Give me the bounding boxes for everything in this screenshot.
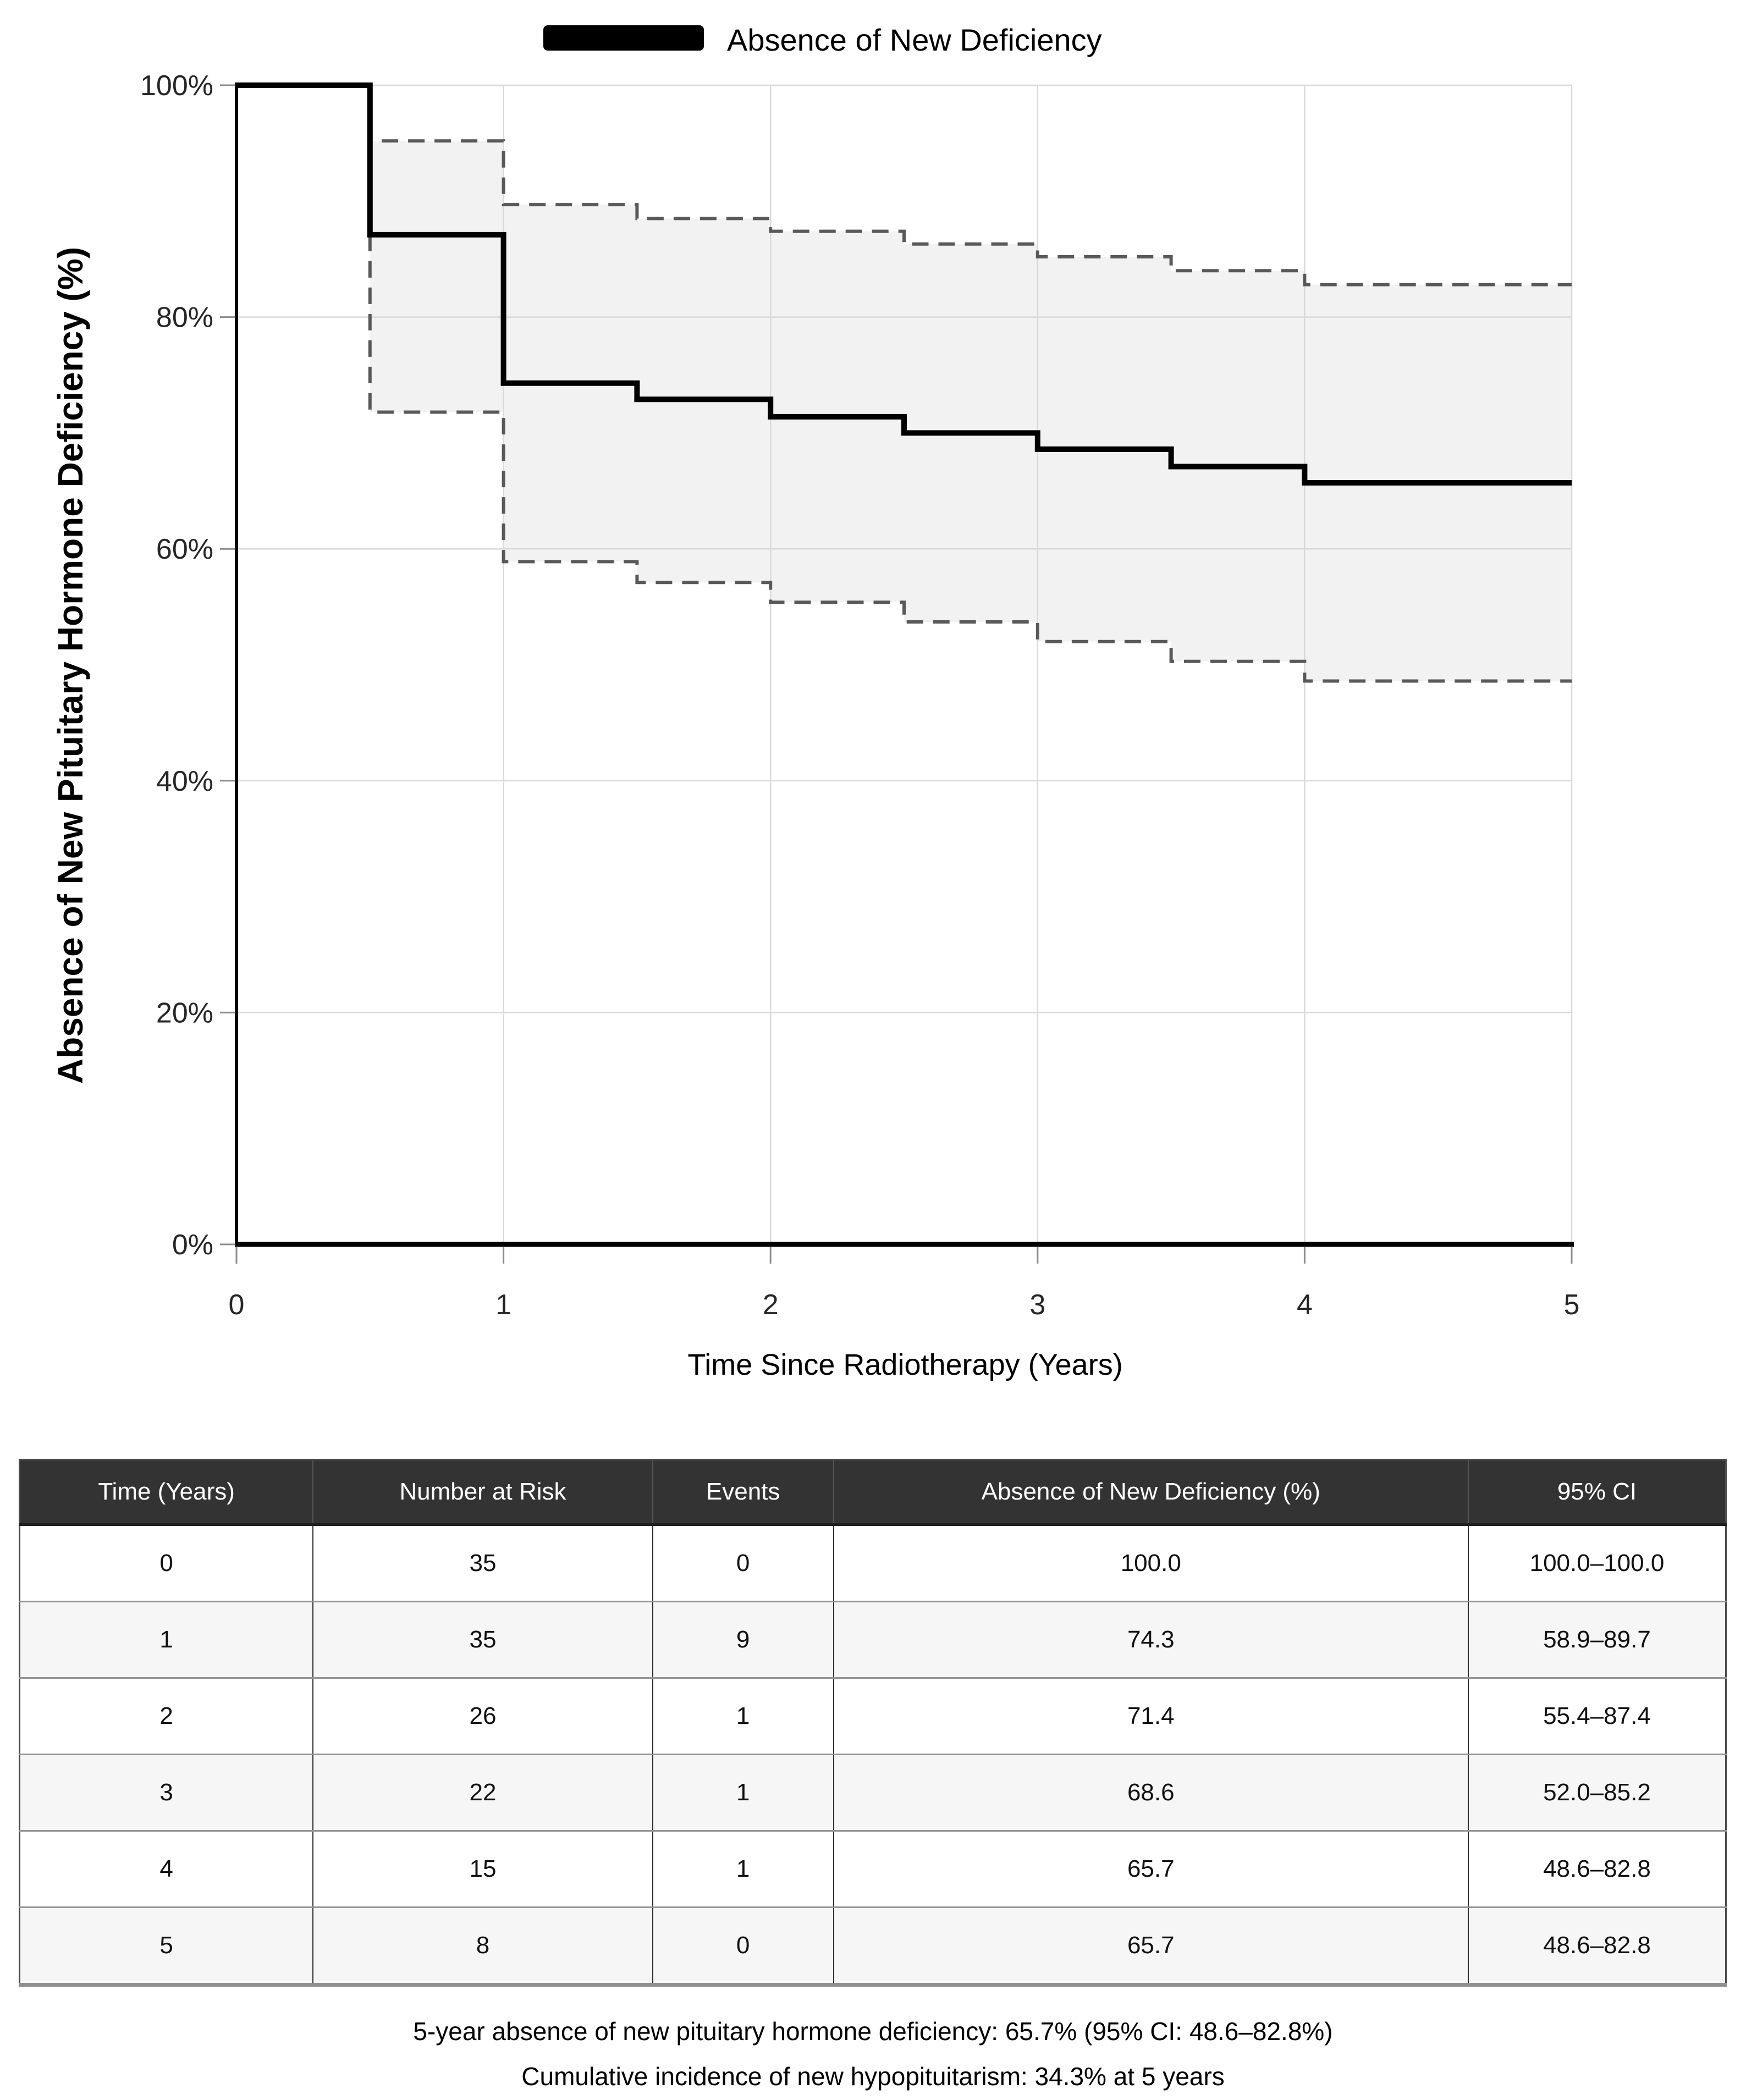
- table-header-cell: 95% CI: [1467, 1459, 1726, 1526]
- x-tick-label: 5: [1564, 1289, 1580, 1321]
- table-cell: 71.4: [833, 1677, 1468, 1755]
- km-chart: 100% 80% 60% 40% 20% 0% 0 1 2 3 4 5 Absence of New…: [51, 23, 1580, 1381]
- table-cell: 0: [19, 1524, 313, 1602]
- y-tick-label: 60%: [156, 533, 213, 565]
- table-cell: 15: [312, 1830, 653, 1908]
- table-cell: 9: [652, 1601, 834, 1678]
- x-tick-label: 4: [1297, 1289, 1313, 1321]
- table-cell: 35: [312, 1524, 653, 1602]
- table-cell: 74.3: [833, 1601, 1468, 1678]
- x-tick-labels: 0 1 2 3 4 5: [229, 1289, 1580, 1321]
- footnote-line-2: Cumulative incidence of new hypopituitar…: [521, 2062, 1225, 2091]
- table-cell: 4: [19, 1830, 313, 1908]
- y-tick-labels: 100% 80% 60% 40% 20% 0%: [140, 70, 213, 1261]
- table-cell: 100.0–100.0: [1467, 1524, 1726, 1602]
- footnotes: 5-year absence of new pituitary hormone …: [0, 2014, 1746, 2100]
- table-cell: 65.7: [833, 1830, 1468, 1908]
- legend-label: Absence of New Deficiency: [727, 23, 1102, 57]
- horizontal-gridlines: [236, 84, 1572, 1013]
- table-cell: 1: [652, 1754, 834, 1831]
- table-cell: 2: [19, 1677, 313, 1755]
- table-cell: 52.0–85.2: [1467, 1754, 1726, 1831]
- ci-lower-line: [368, 234, 1572, 683]
- table-cell: 3: [19, 1754, 313, 1831]
- x-tick-label: 3: [1029, 1289, 1045, 1321]
- legend: Absence of New Deficiency: [543, 23, 1102, 57]
- table-header-cell: Number at Risk: [312, 1459, 653, 1526]
- x-tick-label: 1: [495, 1289, 511, 1321]
- risk-table: Time (Years) Number at Risk Events Absence …: [19, 1459, 1727, 1987]
- table-row: 5 8 0 65.7 48.6–82.8: [19, 1906, 1726, 1985]
- risk-table-section: Time (Years) Number at Risk Events Absence …: [19, 1459, 1727, 1987]
- table-cell: 58.9–89.7: [1467, 1601, 1726, 1678]
- x-axis-title: Time Since Radiotherapy (Years): [687, 1348, 1122, 1381]
- table-row: 1 35 9 74.3 58.9–89.7: [19, 1601, 1726, 1678]
- table-cell: 8: [312, 1906, 653, 1985]
- x-tick-label: 0: [229, 1289, 245, 1321]
- ci-band: [370, 141, 1572, 681]
- footnote-line-1: 5-year absence of new pituitary hormone …: [413, 2017, 1333, 2046]
- table-cell: 35: [312, 1601, 653, 1678]
- km-step-curve: [236, 82, 1572, 486]
- table-cell: 5: [19, 1906, 313, 1985]
- y-tick-label: 40%: [156, 765, 213, 797]
- table-header-cell: Events: [652, 1459, 834, 1526]
- table-row: 4 15 1 65.7 48.6–82.8: [19, 1830, 1726, 1908]
- x-tick-marks: [235, 1247, 1573, 1264]
- y-tick-label: 0%: [172, 1229, 213, 1261]
- ci-upper-line: [368, 139, 1572, 286]
- table-cell: 0: [652, 1524, 834, 1602]
- y-tick-label: 20%: [156, 997, 213, 1029]
- y-tick-label: 80%: [156, 302, 213, 334]
- table-cell: 65.7: [833, 1906, 1468, 1985]
- table-row: 2 26 1 71.4 55.4–87.4: [19, 1677, 1726, 1755]
- table-cell: 55.4–87.4: [1467, 1677, 1726, 1755]
- table-header-cell: Time (Years): [19, 1459, 313, 1526]
- table-header-cell: Absence of New Deficiency (%): [833, 1459, 1468, 1526]
- table-header-row: Time (Years) Number at Risk Events Absence …: [19, 1459, 1726, 1526]
- y-axis-title: Absence of New Pituitary Hormone Deficie…: [51, 247, 90, 1084]
- table-cell: 1: [19, 1601, 313, 1678]
- table-row: 0 35 0 100.0 100.0–100.0: [19, 1524, 1726, 1602]
- table-cell: 48.6–82.8: [1467, 1906, 1726, 1985]
- x-tick-label: 2: [763, 1289, 779, 1321]
- y-tick-marks: [220, 84, 235, 1245]
- table-cell: 68.6: [833, 1754, 1468, 1831]
- legend-line-swatch: [543, 25, 704, 51]
- table-cell: 1: [652, 1830, 834, 1908]
- table-cell: 0: [652, 1906, 834, 1985]
- table-cell: 100.0: [833, 1524, 1468, 1602]
- table-cell: 1: [652, 1677, 834, 1755]
- table-cell: 26: [312, 1677, 653, 1755]
- y-tick-label: 100%: [140, 70, 213, 102]
- table-cell: 22: [312, 1754, 653, 1831]
- table-row: 3 22 1 68.6 52.0–85.2: [19, 1754, 1726, 1831]
- table-cell: 48.6–82.8: [1467, 1830, 1726, 1908]
- km-plot-svg: 100% 80% 60% 40% 20% 0% 0 1 2 3 4 5 Absence of New…: [51, 23, 1580, 1381]
